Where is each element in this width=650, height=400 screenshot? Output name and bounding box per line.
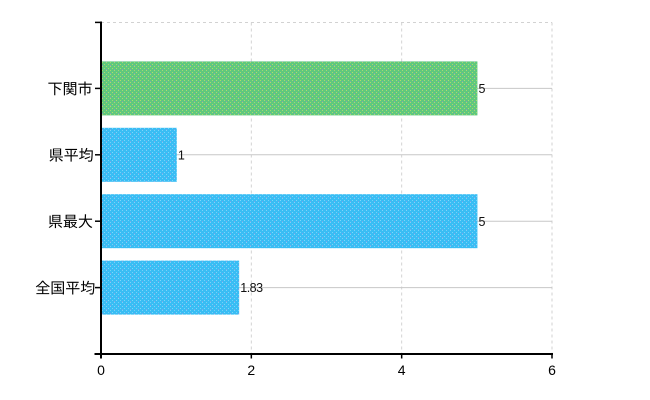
- svg-text:0: 0: [97, 362, 105, 378]
- svg-text:6: 6: [548, 362, 556, 378]
- svg-text:5: 5: [479, 82, 486, 96]
- svg-text:4: 4: [398, 362, 406, 378]
- svg-text:1.83: 1.83: [240, 281, 263, 295]
- svg-text:1: 1: [178, 148, 185, 162]
- svg-text:5: 5: [479, 215, 486, 229]
- svg-text:2: 2: [247, 362, 255, 378]
